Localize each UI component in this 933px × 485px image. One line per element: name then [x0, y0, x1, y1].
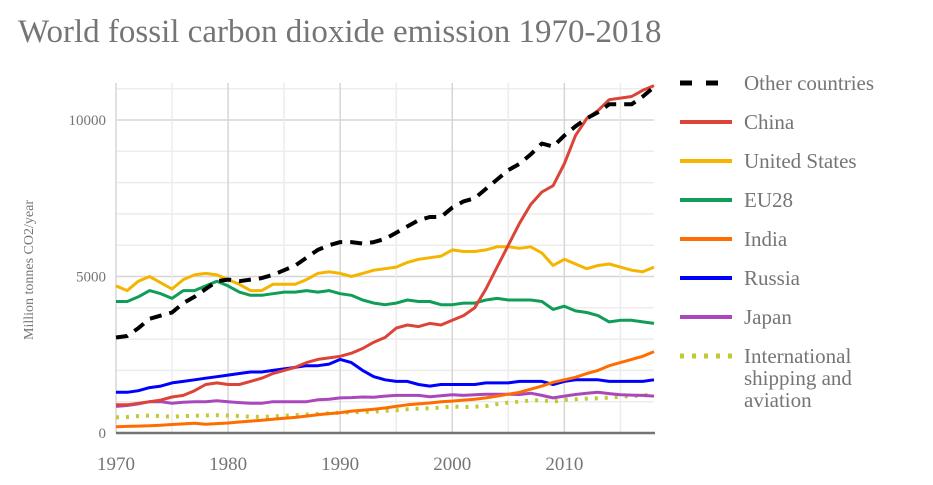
legend-label: China [744, 110, 795, 134]
x-tick-label: 1980 [209, 454, 247, 475]
series-line-other-countries [115, 85, 656, 340]
legend-item: India [680, 226, 930, 265]
legend-item: China [680, 109, 930, 148]
y-tick-label: 0 [99, 426, 107, 442]
gridlines [115, 83, 654, 433]
legend-label: Other countries [744, 71, 875, 95]
legend-item: International shipping and aviation [680, 343, 930, 411]
series-line-china [116, 84, 655, 407]
axes: 0 5000 10000 1970 1980 1990 2000 2010 [69, 113, 655, 475]
x-tick-label: 2000 [433, 454, 471, 475]
y-axis-label: Million tonnes CO2/year [22, 200, 37, 340]
legend-swatch-icon [680, 304, 732, 330]
legend-label: Japan [744, 305, 792, 329]
legend-label: India [744, 227, 788, 251]
legend-label: EU28 [744, 188, 793, 212]
x-tick-label: 1990 [321, 454, 359, 475]
series-line-india [115, 350, 655, 429]
series-line-eu28 [116, 279, 655, 325]
y-tick-label: 5000 [76, 270, 106, 286]
legend-swatch-icon [680, 109, 732, 135]
legend-label: International shipping and aviation [744, 344, 852, 412]
legend-item: Russia [680, 265, 930, 304]
legend-swatch-icon [680, 70, 732, 96]
legend: Other countries China United States EU28 Ind… [680, 70, 930, 411]
legend-item: Other countries [680, 70, 930, 109]
series-line-japan [115, 390, 655, 408]
legend-item: United States [680, 148, 930, 187]
series-line-united-states [115, 245, 655, 293]
legend-swatch-icon [680, 187, 732, 213]
chart-title: World fossil carbon dioxide emission 197… [18, 14, 662, 50]
legend-label: United States [744, 149, 857, 173]
series-lines [115, 84, 656, 429]
y-tick-label: 10000 [69, 113, 107, 129]
legend-label: Russia [744, 266, 801, 290]
legend-swatch-icon [680, 343, 732, 369]
legend-item: Japan [680, 304, 930, 343]
series-line-international-shipping-and-aviation [115, 392, 655, 420]
legend-swatch-icon [680, 226, 732, 252]
legend-item: EU28 [680, 187, 930, 226]
legend-swatch-icon [680, 148, 732, 174]
series-line-russia [116, 357, 655, 394]
x-tick-label: 1970 [97, 454, 135, 475]
x-tick-label: 2010 [545, 454, 583, 475]
legend-swatch-icon [680, 265, 732, 291]
